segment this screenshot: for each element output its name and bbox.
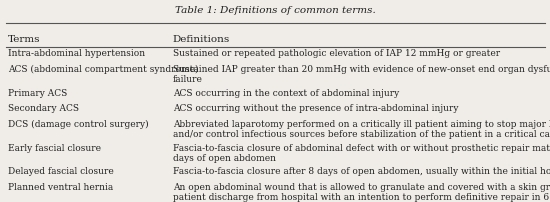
Text: Primary ACS: Primary ACS: [8, 88, 68, 97]
Text: Definitions: Definitions: [173, 34, 230, 43]
Text: Delayed fascial closure: Delayed fascial closure: [8, 167, 114, 176]
Text: Intra-abdominal hypertension: Intra-abdominal hypertension: [8, 49, 145, 58]
Text: Secondary ACS: Secondary ACS: [8, 104, 79, 113]
Text: An open abdominal wound that is allowed to granulate and covered with a skin gra: An open abdominal wound that is allowed …: [173, 182, 550, 201]
Text: ACS (abdominal compartment syndrome): ACS (abdominal compartment syndrome): [8, 64, 199, 74]
Text: Table 1: Definitions of common terms.: Table 1: Definitions of common terms.: [175, 6, 375, 15]
Text: Sustained or repeated pathologic elevation of IAP 12 mmHg or greater: Sustained or repeated pathologic elevati…: [173, 49, 500, 58]
Text: Abbreviated laparotomy performed on a critically ill patient aiming to stop majo: Abbreviated laparotomy performed on a cr…: [173, 119, 550, 138]
Text: Early fascial closure: Early fascial closure: [8, 143, 101, 152]
Text: Fascia-to-fascia closure after 8 days of open abdomen, usually within the initia: Fascia-to-fascia closure after 8 days of…: [173, 167, 550, 176]
Text: DCS (damage control surgery): DCS (damage control surgery): [8, 119, 149, 128]
Text: ACS occurring without the presence of intra-abdominal injury: ACS occurring without the presence of in…: [173, 104, 458, 113]
Text: Fascia-to-fascia closure of abdominal defect with or without prosthetic repair m: Fascia-to-fascia closure of abdominal de…: [173, 143, 550, 162]
Text: Sustained IAP greater than 20 mmHg with evidence of new-onset end organ dysfunct: Sustained IAP greater than 20 mmHg with …: [173, 64, 550, 84]
Text: Planned ventral hernia: Planned ventral hernia: [8, 182, 113, 191]
Text: ACS occurring in the context of abdominal injury: ACS occurring in the context of abdomina…: [173, 88, 399, 97]
Text: Terms: Terms: [8, 34, 41, 43]
